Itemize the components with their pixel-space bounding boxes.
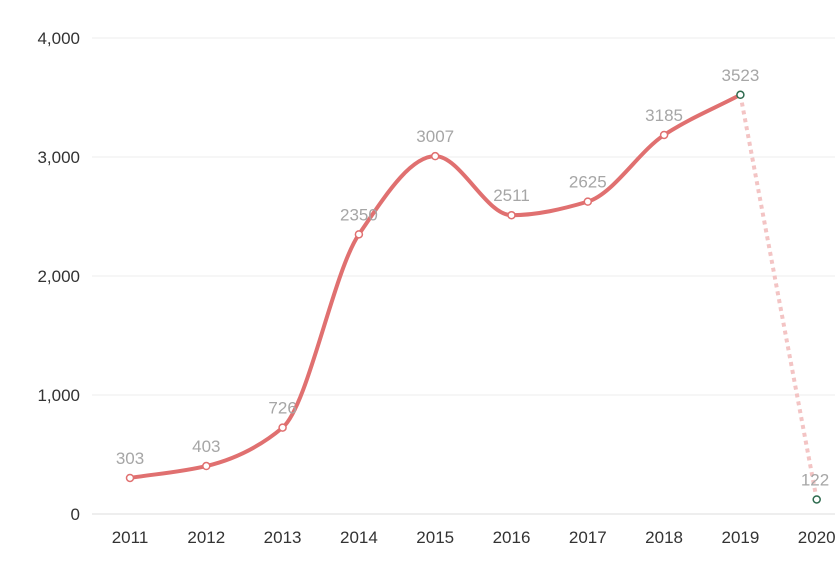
series-line-solid: [128, 92, 743, 480]
y-tick-label: 2,000: [37, 267, 80, 286]
x-tick-label: 2011: [112, 528, 149, 547]
data-label: 726: [268, 399, 296, 418]
data-point: [583, 197, 593, 206]
x-tick-label: 2016: [493, 528, 531, 547]
data-points: [125, 90, 821, 504]
y-axis: 0 1,000 2,000 3,000 4,000: [37, 29, 80, 524]
x-tick-label: 2014: [340, 528, 378, 547]
y-tick-label: 1,000: [37, 386, 80, 405]
x-tick-label: 2019: [721, 528, 759, 547]
x-tick-label: 2012: [187, 528, 225, 547]
x-tick-label: 2018: [645, 528, 683, 547]
x-tick-label: 2017: [569, 528, 607, 547]
x-tick-label: 2015: [416, 528, 454, 547]
x-axis: 2011 2012 2013 2014 2015 2016 2017 2018 2019 2020: [112, 528, 835, 547]
y-tick-label: 0: [71, 505, 80, 524]
data-label: 3523: [721, 66, 759, 85]
data-label: 2350: [340, 205, 378, 224]
y-tick-label: 4,000: [37, 29, 80, 48]
x-tick-label: 2013: [264, 528, 302, 547]
data-point: [812, 495, 821, 504]
data-point: [354, 230, 364, 239]
series-line-dotted: [738, 94, 819, 500]
y-tick-label: 3,000: [37, 148, 80, 167]
x-tick-label: 2020: [798, 528, 835, 547]
grid-lines: [92, 37, 835, 515]
data-label: 3185: [645, 106, 683, 125]
data-point: [278, 423, 287, 432]
data-label: 122: [801, 470, 829, 489]
data-label: 2625: [569, 173, 607, 192]
data-label: 303: [116, 449, 144, 468]
data-point: [125, 473, 135, 483]
data-label: 2511: [493, 186, 530, 205]
data-point: [430, 151, 440, 161]
data-point: [507, 210, 516, 220]
data-point: [659, 130, 669, 140]
data-label: 3007: [416, 127, 454, 146]
series-line: [128, 92, 819, 500]
data-label: 403: [192, 437, 220, 456]
data-point: [736, 90, 745, 100]
data-point: [202, 461, 211, 471]
data-labels: 303 403 726 2350 3007 2511 2625 3185 3523 122: [116, 66, 829, 490]
